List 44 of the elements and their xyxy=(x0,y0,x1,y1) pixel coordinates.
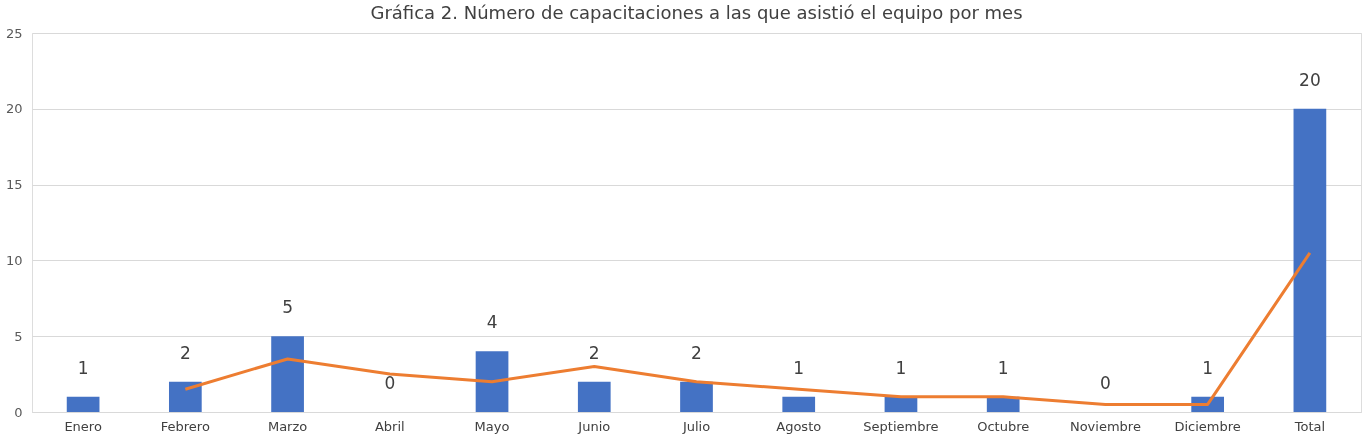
x-tick-label: Junio xyxy=(577,418,611,434)
data-label: 1 xyxy=(895,357,907,378)
line-series xyxy=(183,251,1312,406)
y-tick-label: 0 xyxy=(14,404,23,420)
x-tick-label: Abril xyxy=(374,418,405,434)
data-label: 1 xyxy=(793,357,805,378)
x-tick-label: Febrero xyxy=(160,418,210,434)
data-label: 1 xyxy=(1202,357,1214,378)
bar xyxy=(680,381,713,412)
data-label: 2 xyxy=(588,342,600,363)
x-tick-label: Octubre xyxy=(977,418,1030,434)
x-tick-label: Agosto xyxy=(776,418,822,434)
data-label: 2 xyxy=(179,342,191,363)
bar xyxy=(168,381,202,412)
bar xyxy=(271,336,304,412)
x-tick-label: Enero xyxy=(64,418,102,434)
x-tick-label: Total xyxy=(1293,418,1326,434)
x-tick-label: Septiembre xyxy=(863,418,939,434)
data-label: 1 xyxy=(77,357,89,378)
data-label: 0 xyxy=(1100,373,1111,393)
x-tick-label: Mayo xyxy=(474,418,510,434)
bar xyxy=(475,351,509,412)
x-tick-label: Marzo xyxy=(267,418,308,434)
y-tick-label: 25 xyxy=(5,25,23,41)
bar xyxy=(782,396,816,412)
data-label: 4 xyxy=(486,312,498,333)
x-tick-label: Julio xyxy=(681,418,711,434)
bar xyxy=(1293,108,1327,412)
y-tick-label: 10 xyxy=(5,252,23,268)
data-label: 2 xyxy=(691,342,702,363)
data-label: 0 xyxy=(384,373,396,393)
bar xyxy=(577,381,611,412)
bar xyxy=(884,396,918,412)
y-tick-label: 15 xyxy=(5,177,23,193)
y-tick-label: 20 xyxy=(5,101,23,117)
y-tick-label: 5 xyxy=(14,328,23,344)
x-tick-label: Diciembre xyxy=(1174,418,1241,434)
data-label: 5 xyxy=(282,297,293,318)
data-label: 1 xyxy=(997,357,1009,378)
chart-title: Gráfica 2. Número de capacitaciones a las que asistió el equipo por mes xyxy=(370,2,1023,23)
bar xyxy=(66,396,100,412)
bar xyxy=(986,396,1020,412)
data-label: 20 xyxy=(1299,69,1321,90)
x-tick-label: Noviembre xyxy=(1069,418,1141,434)
